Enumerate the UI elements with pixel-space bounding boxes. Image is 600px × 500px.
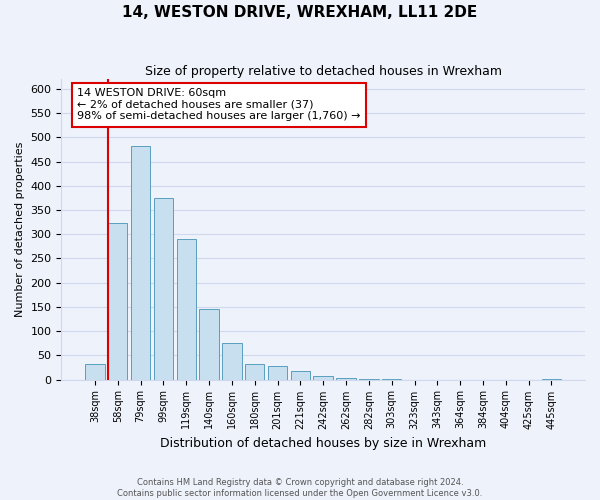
- Bar: [222, 343, 242, 380]
- Bar: [176, 239, 196, 380]
- Bar: [542, 378, 561, 380]
- Bar: [108, 223, 127, 380]
- Bar: [268, 366, 287, 380]
- Text: 14, WESTON DRIVE, WREXHAM, LL11 2DE: 14, WESTON DRIVE, WREXHAM, LL11 2DE: [122, 5, 478, 20]
- Bar: [85, 364, 104, 380]
- X-axis label: Distribution of detached houses by size in Wrexham: Distribution of detached houses by size …: [160, 437, 487, 450]
- Text: 14 WESTON DRIVE: 60sqm
← 2% of detached houses are smaller (37)
98% of semi-deta: 14 WESTON DRIVE: 60sqm ← 2% of detached …: [77, 88, 361, 122]
- Title: Size of property relative to detached houses in Wrexham: Size of property relative to detached ho…: [145, 65, 502, 78]
- Bar: [245, 364, 265, 380]
- Bar: [313, 376, 333, 380]
- Bar: [337, 378, 356, 380]
- Bar: [199, 310, 219, 380]
- Text: Contains HM Land Registry data © Crown copyright and database right 2024.
Contai: Contains HM Land Registry data © Crown c…: [118, 478, 482, 498]
- Bar: [131, 146, 150, 380]
- Y-axis label: Number of detached properties: Number of detached properties: [15, 142, 25, 317]
- Bar: [154, 198, 173, 380]
- Bar: [290, 372, 310, 380]
